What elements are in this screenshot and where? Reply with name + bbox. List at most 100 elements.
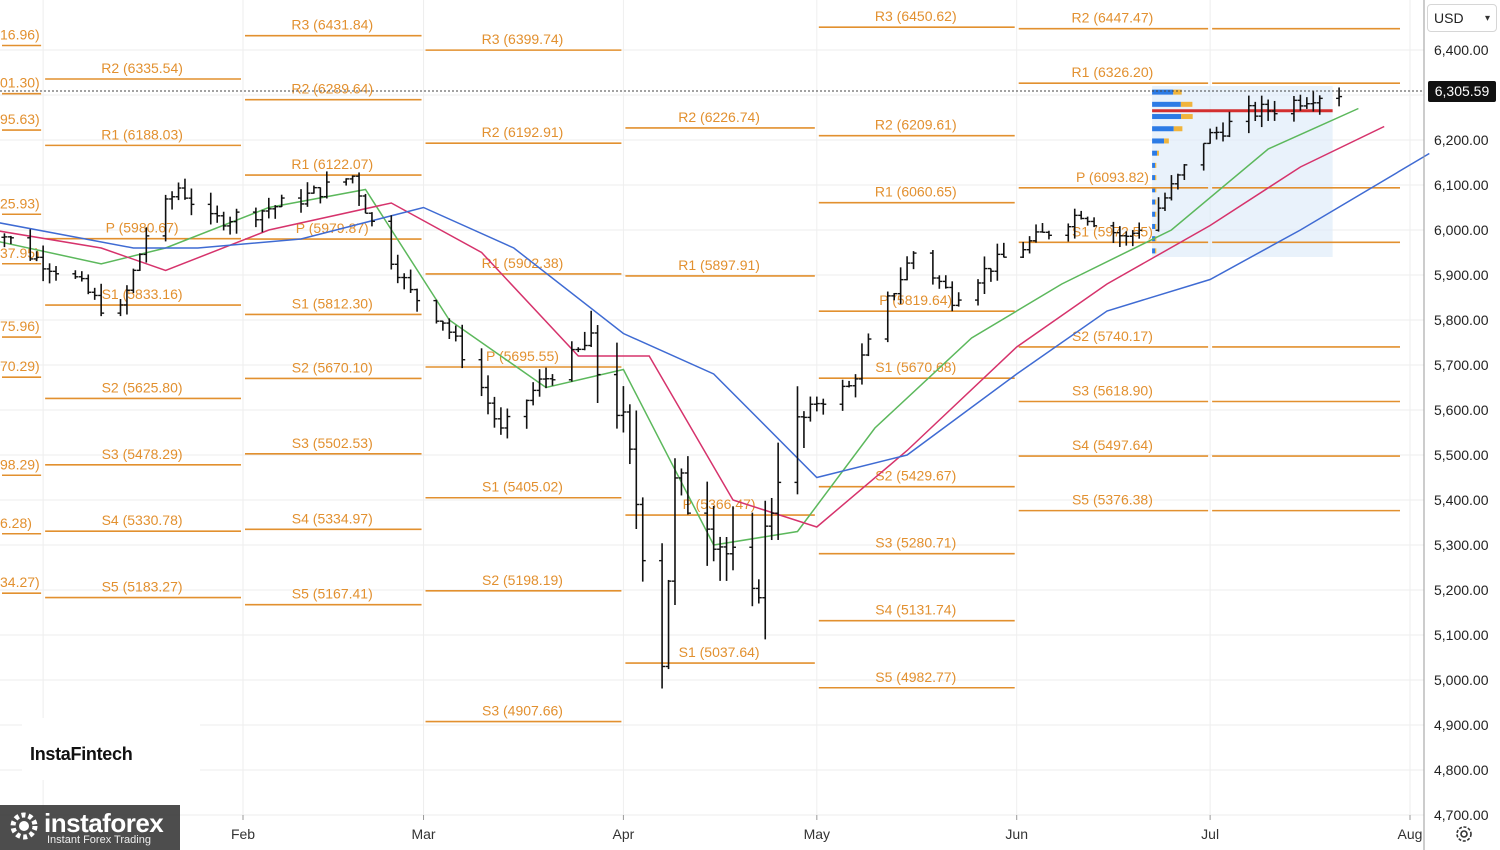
ohlc-bar: [1245, 95, 1252, 134]
pivot-label: 25.93): [0, 195, 40, 211]
ohlc-bar: [910, 251, 917, 270]
ohlc-bar: [46, 263, 53, 284]
ohlc-bar: [775, 442, 782, 540]
pivot-label: R1 (6060.65): [875, 184, 957, 200]
ohlc-bar: [530, 382, 537, 406]
volume-profile-bar: [1173, 126, 1183, 132]
ohlc-bar: [1161, 192, 1168, 211]
price-tick-label: 5,300.00: [1434, 537, 1489, 553]
pivot-label: S4 (5497.64): [1072, 437, 1153, 453]
pivot-label: S3 (5618.90): [1072, 382, 1153, 398]
month-label: May: [804, 826, 830, 842]
pivot-label: S5 (4982.77): [875, 669, 956, 685]
ohlc-bar: [1033, 224, 1040, 243]
ohlc-bar: [188, 188, 195, 216]
ohlc-bar: [1, 233, 8, 248]
month-label: Apr: [613, 826, 635, 842]
ohlc-bar: [401, 273, 408, 290]
ohlc-bar: [117, 299, 124, 317]
gear-icon[interactable]: [1454, 824, 1474, 844]
ohlc-bar: [1084, 216, 1091, 226]
ohlc-bar: [343, 178, 350, 186]
ohlc-bar: [1026, 236, 1033, 254]
ohlc-bar: [7, 235, 14, 245]
ohlc-bar: [659, 543, 666, 689]
month-label: Aug: [1398, 826, 1423, 842]
price-tick-label: 6,200.00: [1434, 132, 1489, 148]
ohlc-bar: [1297, 94, 1304, 111]
ohlc-bar: [633, 410, 640, 530]
ohlc-bar: [1168, 175, 1175, 201]
pivot-label: S2 (5740.17): [1072, 328, 1153, 344]
pivot-label: S4 (5330.78): [102, 512, 183, 528]
ohlc-bar: [1110, 221, 1117, 243]
pivot-label: R3 (6450.62): [875, 8, 957, 24]
volume-profile-bar: [1155, 162, 1157, 168]
ohlc-bar: [639, 497, 646, 582]
pivot-levels: 16.96)01.30)95.63)25.93)37.95)75.96)70.2…: [0, 8, 1400, 723]
ohlc-bar: [1207, 128, 1214, 145]
ohlc-bar: [1078, 210, 1085, 220]
ohlc-bar: [446, 318, 453, 340]
last-price-tag: 6,305.59: [1428, 81, 1496, 102]
ohlc-bar: [704, 481, 711, 566]
ohlc-bar: [1174, 173, 1181, 190]
ohlc-bar: [1116, 226, 1123, 247]
ohlc-bar: [356, 172, 363, 206]
pivot-label: S1 (5833.16): [102, 286, 183, 302]
pivot-label: S5 (5183.27): [102, 579, 183, 595]
volume-profile-bar: [1155, 175, 1157, 181]
pivot-label: R3 (6431.84): [291, 17, 373, 33]
ohlc-bar: [942, 275, 949, 289]
currency-select[interactable]: USD ▾: [1427, 4, 1497, 32]
ohlc-bar: [407, 269, 414, 293]
pivot-label: S3 (5502.53): [292, 435, 373, 451]
pivot-label: S1 (5812.30): [292, 295, 373, 311]
pivot-label: P (5980.67): [106, 220, 179, 236]
ohlc-bar: [439, 320, 446, 331]
volume-profile-bar: [1152, 223, 1156, 229]
ohlc-bar: [820, 398, 827, 415]
pivot-label: S5 (5376.38): [1072, 492, 1153, 508]
volume-profile-bar: [1164, 138, 1169, 144]
ohlc-bar: [987, 267, 994, 282]
volume-profile-bar: [1155, 223, 1157, 229]
ohlc-bar: [78, 271, 85, 282]
volume-profile-bar: [1155, 236, 1157, 242]
ohlc-bar: [955, 292, 962, 307]
ohlc-bar: [233, 208, 240, 234]
ohlc-bar: [220, 211, 227, 231]
volume-profile-bar: [1155, 187, 1157, 193]
ohlc-bar: [504, 408, 511, 439]
ohlc-bar: [800, 411, 807, 449]
pivot-label: R1 (5897.91): [678, 257, 760, 273]
ohlc-bar: [207, 192, 214, 225]
pivot-label: 75.96): [0, 318, 40, 334]
volume-profile-bar: [1152, 150, 1157, 156]
pivot-label: 6.28): [0, 515, 32, 531]
ohlc-bar: [936, 275, 943, 289]
ohlc-bar: [72, 270, 79, 279]
ohlc-bar: [975, 279, 982, 306]
volume-profile-bar: [1152, 101, 1181, 107]
ohlc-bar: [620, 386, 627, 433]
ohlc-bar: [678, 468, 685, 496]
volume-profile-bar: [1152, 199, 1156, 205]
price-tick-label: 5,000.00: [1434, 672, 1489, 688]
ohlc-bar: [433, 299, 440, 324]
pivot-label: S2 (5429.67): [875, 468, 956, 484]
pivot-label: R2 (6447.47): [1072, 10, 1154, 26]
ohlc-bar: [1000, 242, 1007, 258]
ohlc-bar: [710, 505, 717, 562]
volume-profile-bar: [1152, 126, 1174, 132]
ohlc-bar: [762, 500, 769, 640]
pivot-label: P (5819.64): [879, 292, 952, 308]
brand-box: [22, 718, 200, 780]
pivot-label: S2 (5198.19): [482, 572, 563, 588]
ohlc-bar: [1065, 223, 1072, 242]
volume-profile-bar: [1152, 211, 1156, 217]
ohlc-bar: [304, 182, 311, 207]
ohlc-bar: [904, 256, 911, 281]
pivot-label: R2 (6209.61): [875, 117, 957, 133]
